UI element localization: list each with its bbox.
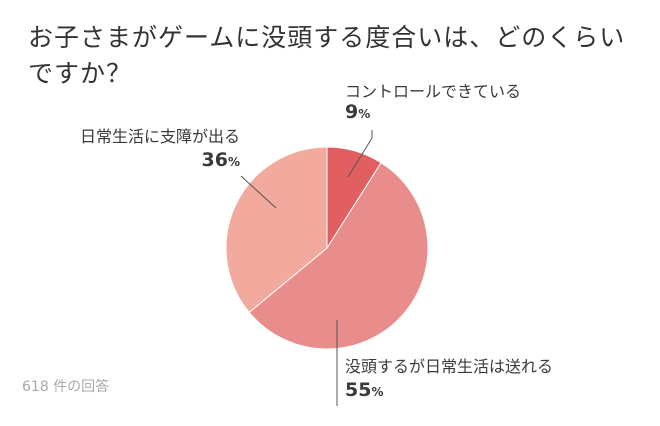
slice-label-2: 没頭するが日常生活は送れる [345,357,553,376]
chart-title: お子さまがゲームに没頭する度合いは、どのくらいですか？ [28,23,626,88]
slice-value-1: 9% [345,101,370,123]
response-count: 618 件の回答 [22,379,110,395]
leader-line-1 [347,130,373,178]
leader-line-3 [240,175,277,209]
slice-value-3: 36% [202,149,240,171]
pie-slice-3 [225,146,328,314]
slice-label-1: コントロールできている [345,82,521,101]
slice-value-2: 55% [345,379,383,401]
pie-slice-2 [248,162,429,350]
slice-label-3: 日常生活に支障が出る [80,127,240,146]
leader-lines [240,130,373,406]
pie-slices [225,146,429,350]
